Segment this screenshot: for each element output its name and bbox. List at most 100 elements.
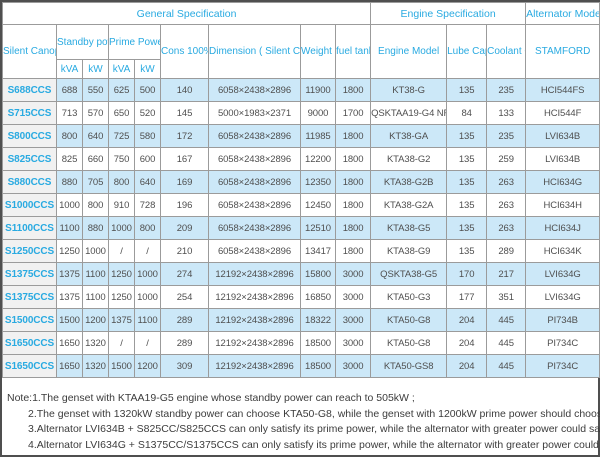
- prime-kva-cell: 1250: [108, 285, 135, 309]
- dimension-cell: 12192×2438×2896: [208, 262, 301, 286]
- header-weight: Weight Silent Canopy ( kg ): [300, 24, 336, 79]
- header-prime-kw: kW: [134, 59, 161, 79]
- model-cell: S688CCS: [2, 78, 57, 102]
- standby-kva-cell: 825: [56, 147, 83, 171]
- weight-cell: 12450: [300, 193, 336, 217]
- header-standby-power: Standby power: [56, 24, 109, 60]
- standby-kw-cell: 880: [82, 216, 109, 240]
- prime-kva-cell: 650: [108, 101, 135, 125]
- consumption-cell: 289: [160, 308, 209, 332]
- weight-cell: 11985: [300, 124, 336, 148]
- table-row: S880CCS 880 705 800 640 169 6058×2438×28…: [2, 170, 600, 194]
- lube-capacity-cell: 170: [446, 262, 488, 286]
- standby-kva-cell: 1250: [56, 239, 83, 263]
- table-body: S688CCS 688 550 625 500 140 6058×2438×28…: [2, 78, 600, 378]
- fuel-tank-cell: 3000: [334, 354, 372, 378]
- note-1: Note:1.The genset with KTAA19-G5 engine …: [7, 392, 415, 404]
- coolant-capacity-cell: 289: [486, 239, 527, 263]
- fuel-tank-cell: 3000: [334, 285, 372, 309]
- dimension-cell: 6058×2438×2896: [208, 216, 301, 240]
- model-cell: S1375CCS: [2, 262, 57, 286]
- engine-model-cell: KTA38-G2: [370, 147, 448, 171]
- lube-capacity-cell: 84: [446, 101, 488, 125]
- model-cell: S1100CCS: [2, 216, 57, 240]
- model-cell: S1375CCS: [2, 285, 57, 309]
- header-prime-power: Prime Power: [108, 24, 161, 60]
- standby-kva-cell: 1375: [56, 285, 83, 309]
- alternator-cell: LVI634G: [525, 285, 600, 309]
- header-lube-capacity: Lube Capacity (L): [446, 24, 488, 79]
- prime-kw-cell: /: [134, 331, 161, 355]
- header-fuel-tank: fuel tank capacity ( L ): [334, 24, 372, 79]
- weight-cell: 12200: [300, 147, 336, 171]
- fuel-tank-cell: 1800: [334, 216, 372, 240]
- dimension-cell: 6058×2438×2896: [208, 124, 301, 148]
- dimension-cell: 6058×2438×2896: [208, 78, 301, 102]
- prime-kva-cell: 625: [108, 78, 135, 102]
- table-row: S800CCS 800 640 725 580 172 6058×2438×28…: [2, 124, 600, 148]
- fuel-tank-cell: 1800: [334, 239, 372, 263]
- lube-capacity-cell: 177: [446, 285, 488, 309]
- standby-kva-cell: 688: [56, 78, 83, 102]
- standby-kva-cell: 713: [56, 101, 83, 125]
- lube-capacity-cell: 135: [446, 147, 488, 171]
- alternator-cell: HCI544F: [525, 101, 600, 125]
- dimension-cell: 5000×1983×2371: [208, 101, 301, 125]
- prime-kva-cell: 750: [108, 147, 135, 171]
- engine-model-cell: QSKTAA19-G4 NR2: [370, 101, 448, 125]
- consumption-cell: 169: [160, 170, 209, 194]
- standby-kva-cell: 1000: [56, 193, 83, 217]
- consumption-cell: 274: [160, 262, 209, 286]
- prime-kw-cell: 520: [134, 101, 161, 125]
- engine-model-cell: QSKTA38-G5: [370, 262, 448, 286]
- lube-capacity-cell: 204: [446, 331, 488, 355]
- prime-kva-cell: 910: [108, 193, 135, 217]
- consumption-cell: 167: [160, 147, 209, 171]
- coolant-capacity-cell: 133: [486, 101, 527, 125]
- fuel-tank-cell: 1700: [334, 101, 372, 125]
- coolant-capacity-cell: 445: [486, 354, 527, 378]
- lube-capacity-cell: 135: [446, 193, 488, 217]
- prime-kw-cell: 500: [134, 78, 161, 102]
- prime-kva-cell: 1500: [108, 354, 135, 378]
- prime-kw-cell: 640: [134, 170, 161, 194]
- weight-cell: 13417: [300, 239, 336, 263]
- prime-kva-cell: 1250: [108, 262, 135, 286]
- alternator-cell: HCI634K: [525, 239, 600, 263]
- prime-kva-cell: 800: [108, 170, 135, 194]
- header-standby-kva: kVA: [56, 59, 83, 79]
- fuel-tank-cell: 1800: [334, 170, 372, 194]
- standby-kw-cell: 1320: [82, 354, 109, 378]
- coolant-capacity-cell: 217: [486, 262, 527, 286]
- engine-model-cell: KTA38-G5: [370, 216, 448, 240]
- engine-model-cell: KT38-GA: [370, 124, 448, 148]
- alternator-cell: PI734C: [525, 354, 600, 378]
- alternator-cell: HCI634G: [525, 170, 600, 194]
- standby-kw-cell: 1100: [82, 262, 109, 286]
- prime-kw-cell: 600: [134, 147, 161, 171]
- header-consumption: Cons 100% ( L/h ): [160, 24, 209, 79]
- dimension-cell: 12192×2438×2896: [208, 331, 301, 355]
- alternator-cell: PI734C: [525, 331, 600, 355]
- table-header: General Specification Engine Specificati…: [1, 2, 600, 79]
- standby-kva-cell: 880: [56, 170, 83, 194]
- weight-cell: 18322: [300, 308, 336, 332]
- dimension-cell: 12192×2438×2896: [208, 308, 301, 332]
- prime-kw-cell: 728: [134, 193, 161, 217]
- engine-model-cell: KTA38-G2B: [370, 170, 448, 194]
- standby-kw-cell: 660: [82, 147, 109, 171]
- prime-kva-cell: 1000: [108, 216, 135, 240]
- coolant-capacity-cell: 351: [486, 285, 527, 309]
- model-cell: S1650CCS: [2, 354, 57, 378]
- prime-kw-cell: 580: [134, 124, 161, 148]
- table-row: S825CCS 825 660 750 600 167 6058×2438×28…: [2, 147, 600, 171]
- header-engine-specification: Engine Specification: [370, 2, 527, 25]
- consumption-cell: 172: [160, 124, 209, 148]
- standby-kw-cell: 1200: [82, 308, 109, 332]
- model-cell: S1250CCS: [2, 239, 57, 263]
- table-row: S1375CCS 1375 1100 1250 1000 254 12192×2…: [2, 285, 600, 309]
- engine-model-cell: KTA38-G2A: [370, 193, 448, 217]
- dimension-cell: 12192×2438×2896: [208, 354, 301, 378]
- weight-cell: 15800: [300, 262, 336, 286]
- model-cell: S825CCS: [2, 147, 57, 171]
